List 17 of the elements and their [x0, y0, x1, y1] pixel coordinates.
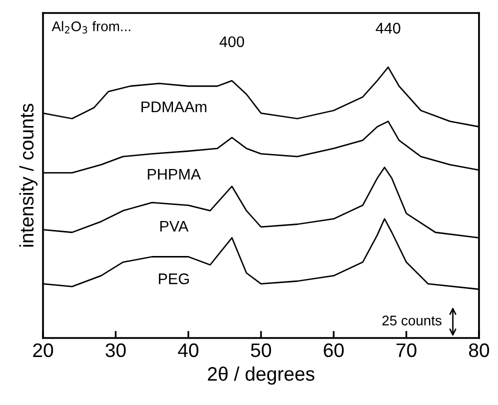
y-axis-title: intensity / counts [19, 104, 38, 247]
series-label: PEG [158, 273, 189, 284]
x-tick-label: 70 [396, 343, 416, 358]
annotation: 440 [376, 22, 400, 34]
x-tick-label: 80 [469, 343, 490, 358]
series-label: PVA [160, 221, 188, 232]
x-tick-label: 40 [178, 343, 198, 358]
x-axis-title: 2θ / degrees [208, 366, 314, 385]
x-tick-label: 20 [33, 343, 54, 358]
annotation: 25 counts [382, 316, 442, 326]
x-tick-label: 50 [250, 343, 272, 358]
annotation: 400 [220, 36, 244, 48]
series-label: PHPMA [148, 169, 201, 180]
x-tick-label: 30 [106, 343, 126, 358]
text: Al$_{2}$O$_{3}$ from... [52, 21, 130, 34]
series-label: PDMAAm [142, 102, 206, 112]
x-tick-label: 60 [324, 343, 344, 358]
